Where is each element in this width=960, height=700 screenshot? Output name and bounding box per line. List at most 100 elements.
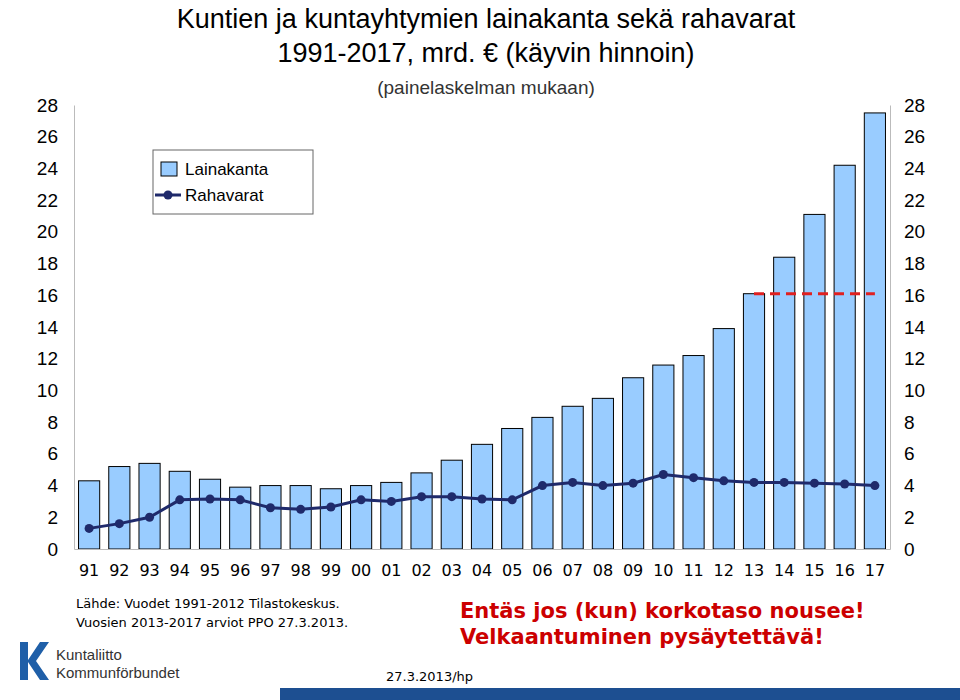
tick: 97 xyxy=(260,549,280,580)
tick: 16 xyxy=(890,285,925,306)
tick-label: 6 xyxy=(904,443,915,464)
tick-label: 98 xyxy=(290,561,310,580)
tick-label: 16 xyxy=(834,561,854,580)
tick-label: 05 xyxy=(502,561,522,580)
bar xyxy=(79,481,100,549)
tick: 8 xyxy=(47,412,74,433)
title: Kuntien ja kuntayhtymien lainakanta sekä… xyxy=(177,4,796,68)
tick: 22 xyxy=(890,190,925,211)
tick-label: 24 xyxy=(904,158,926,179)
tick-label: 16 xyxy=(37,285,58,306)
tick-label: 26 xyxy=(904,126,925,147)
bar xyxy=(411,473,432,549)
tick: 14 xyxy=(37,317,74,338)
tick-label: 91 xyxy=(79,561,99,580)
marker xyxy=(810,479,819,488)
tick: 2 xyxy=(890,507,915,528)
tick-label: 15 xyxy=(804,561,824,580)
tick: 20 xyxy=(890,221,925,242)
marker xyxy=(659,470,668,479)
tick: 98 xyxy=(290,549,310,580)
marker xyxy=(508,495,517,504)
tick-label: 00 xyxy=(351,561,371,580)
footer: 27.3.2013/hp xyxy=(386,669,473,684)
tick: 09 xyxy=(623,549,643,580)
y-axis: 0246810121416182022242628 xyxy=(37,95,75,560)
bar xyxy=(230,487,251,549)
tick: 12 xyxy=(890,348,925,369)
tick-label: 12 xyxy=(714,561,734,580)
tick: 15 xyxy=(804,549,824,580)
chart: Kuntien ja kuntayhtymien lainakanta sekä… xyxy=(0,0,960,700)
marker xyxy=(296,505,305,514)
bar xyxy=(169,471,190,549)
x-axis: 9192939495969798990001020304050607080910… xyxy=(75,549,891,580)
bar xyxy=(260,486,281,549)
line-series xyxy=(85,470,880,533)
marker xyxy=(236,495,245,504)
bar xyxy=(774,257,795,549)
tick-label: 8 xyxy=(47,412,58,433)
tick: 93 xyxy=(139,549,159,580)
tick: 18 xyxy=(37,253,74,274)
bar xyxy=(109,467,130,549)
tick: 99 xyxy=(321,549,341,580)
tick: 02 xyxy=(411,549,431,580)
tick-label: 14 xyxy=(37,317,59,338)
marker xyxy=(598,481,607,490)
logo-icon xyxy=(20,642,49,680)
marker xyxy=(85,524,94,533)
tick: 08 xyxy=(593,549,613,580)
tick-label: 2 xyxy=(904,507,915,528)
tick-label: 12 xyxy=(904,348,925,369)
marker xyxy=(387,497,396,506)
tick-label: 18 xyxy=(904,253,925,274)
marker xyxy=(145,513,154,522)
tick: 26 xyxy=(37,126,74,147)
tick-label: 18 xyxy=(37,253,58,274)
bar xyxy=(139,463,160,549)
bar xyxy=(713,329,734,549)
tick: 04 xyxy=(472,549,492,580)
bar xyxy=(804,214,825,549)
tick-label: 01 xyxy=(381,561,401,580)
tick-label: 20 xyxy=(37,221,58,242)
legend-box xyxy=(153,150,313,214)
marker xyxy=(840,479,849,488)
marker xyxy=(326,502,335,511)
tick: 06 xyxy=(532,549,552,580)
tick-label: 16 xyxy=(904,285,925,306)
tick: 94 xyxy=(170,549,190,580)
tick-label: 20 xyxy=(904,221,925,242)
marker xyxy=(357,495,366,504)
tick-label: 12 xyxy=(37,348,58,369)
tick-label: 0 xyxy=(904,539,915,560)
subtitle: (painelaskelman mukaan) xyxy=(377,77,595,98)
tick-label: 28 xyxy=(37,95,58,116)
marker xyxy=(689,473,698,482)
bar xyxy=(683,356,704,549)
bar xyxy=(653,365,674,549)
bar xyxy=(290,486,311,549)
tick: 24 xyxy=(37,158,74,179)
footer-band xyxy=(280,688,960,700)
tick-label: 14 xyxy=(774,561,794,580)
bar xyxy=(592,398,613,549)
tick-label: 14 xyxy=(904,317,926,338)
tick-label: 10 xyxy=(37,380,58,401)
bar-series xyxy=(79,113,886,549)
bar xyxy=(864,113,885,549)
bar xyxy=(381,482,402,549)
tick-label: 92 xyxy=(109,561,129,580)
bar xyxy=(562,406,583,549)
bar xyxy=(471,444,492,549)
tick: 91 xyxy=(79,549,99,580)
tick-label: 22 xyxy=(904,190,925,211)
bar xyxy=(532,417,553,549)
legend-label: Lainakanta xyxy=(185,160,269,179)
tick: 16 xyxy=(834,549,854,580)
tick: 28 xyxy=(37,95,74,116)
tick: 20 xyxy=(37,221,74,242)
tick: 03 xyxy=(442,549,462,580)
tick-label: 28 xyxy=(904,95,925,116)
